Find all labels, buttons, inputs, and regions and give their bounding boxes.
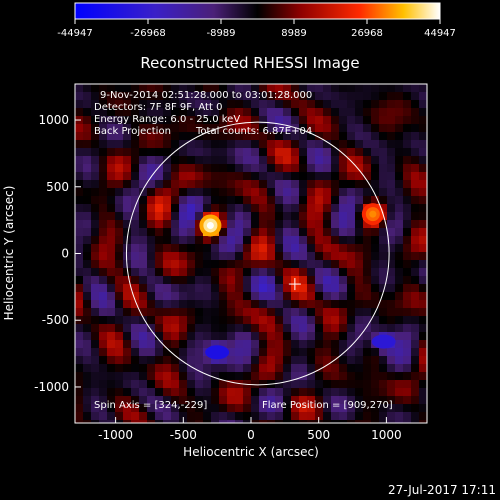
colorbar: -44947 -26968 -8989 8989 26968 44947 <box>57 2 456 39</box>
colorbar-tick-label: 8989 <box>281 28 306 39</box>
annotation-energy-range: Energy Range: 6.0 - 25.0 keV <box>94 114 240 125</box>
source-peak-core <box>206 221 214 229</box>
colorbar-gradient <box>74 2 441 20</box>
y-axis-ticks: -1000 -500 0 500 1000 <box>34 113 81 394</box>
flare-position-label: Flare Position = [909,270] <box>262 400 393 411</box>
spin-axis-crosshair <box>288 278 301 291</box>
colorbar-tick-label: -44947 <box>57 28 92 39</box>
solar-limb-circle <box>125 121 390 386</box>
x-axis-label: Heliocentric X (arcsec) <box>183 445 319 459</box>
colorbar-tick-label: 26968 <box>351 28 383 39</box>
annotation-detectors: Detectors: 7F 8F 9F, Att 0 <box>94 102 222 113</box>
colorbar-ticks: -44947 -26968 -8989 8989 26968 44947 <box>57 19 456 39</box>
source-trough <box>205 345 230 360</box>
source-peak-core <box>369 210 377 218</box>
y-tick-label: 1000 <box>38 113 69 127</box>
x-tick-label: -1000 <box>98 428 133 442</box>
annotation-method: Back Projection <box>94 126 171 137</box>
y-axis-label: Heliocentric Y (arcsec) <box>2 186 16 321</box>
y-tick-label: 500 <box>46 180 69 194</box>
colorbar-tick-label: 44947 <box>424 28 456 39</box>
y-tick-label: -1000 <box>34 380 69 394</box>
annotation-time-range: 9-Nov-2014 02:51:28.000 to 03:01:28.000 <box>100 90 312 101</box>
colorbar-tick-label: -26968 <box>130 28 165 39</box>
spin-axis-label: Spin Axis = [324,-229] <box>94 400 207 411</box>
chart-title: Reconstructed RHESSI Image <box>140 54 359 72</box>
source-trough <box>371 334 396 349</box>
colorbar-tick-label: -8989 <box>206 28 235 39</box>
x-axis-ticks: -1000 -500 0 500 1000 <box>98 417 402 442</box>
x-tick-label: 1000 <box>371 428 402 442</box>
x-tick-label: 500 <box>307 428 330 442</box>
annotation-total-counts: Total counts: 6.87E+04 <box>195 126 312 137</box>
annotation-block: 9-Nov-2014 02:51:28.000 to 03:01:28.000 … <box>94 90 312 137</box>
plot-area <box>74 83 428 424</box>
y-tick-label: -500 <box>42 313 69 327</box>
y-tick-label: 0 <box>61 247 69 261</box>
heatmap-image <box>75 84 427 423</box>
footer-timestamp: 27-Jul-2017 17:11 <box>388 483 496 497</box>
x-tick-label: -500 <box>170 428 197 442</box>
x-tick-label: 0 <box>247 428 255 442</box>
